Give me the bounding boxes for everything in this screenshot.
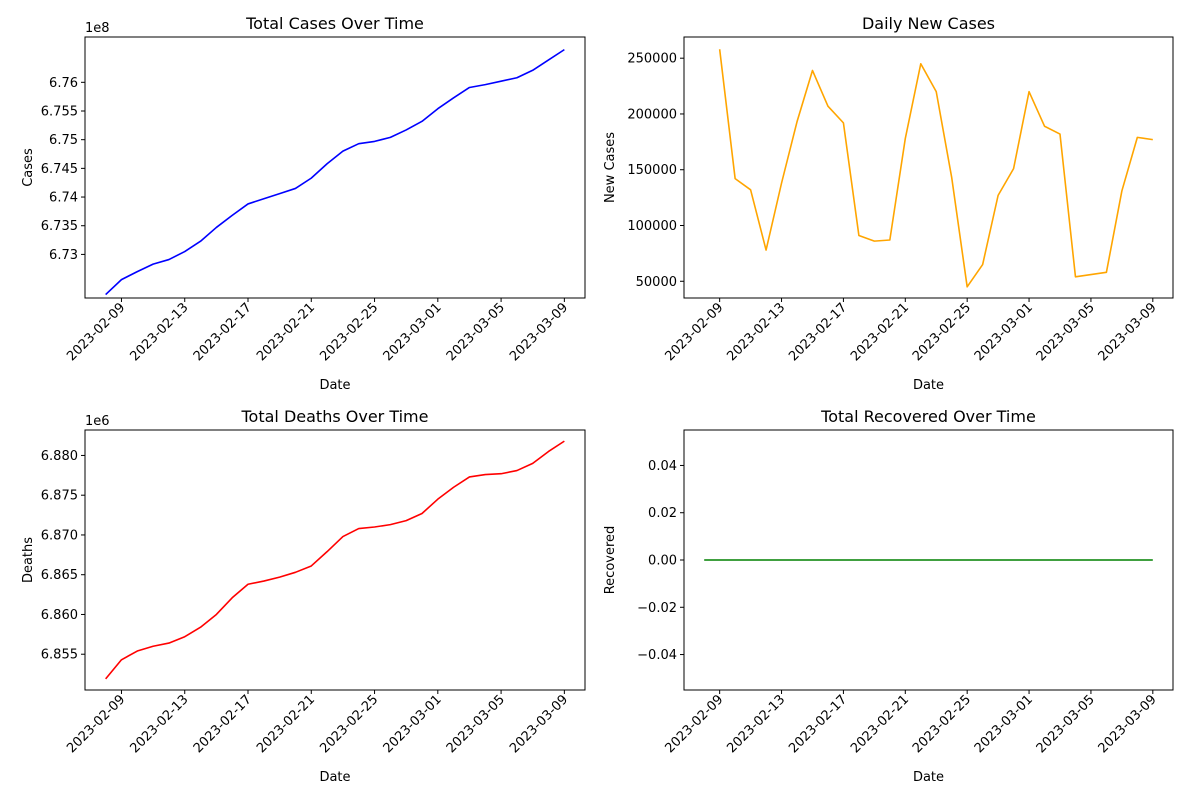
panel-daily_new_cases: Daily New Cases 50000 100000 150000 200000 25… <box>603 14 1173 393</box>
y-tick-label: 250000 <box>627 52 677 67</box>
x-tick-label: 2023-02-17 <box>191 692 255 756</box>
x-tick-label: 2023-02-09 <box>662 300 726 364</box>
y-tick-label: 6.875 <box>41 489 78 504</box>
x-tick-label: 2023-02-17 <box>786 692 850 756</box>
y-tick-label: 150000 <box>627 163 677 178</box>
x-tick-label: 2023-03-09 <box>1096 692 1160 756</box>
x-tick-label: 2023-03-01 <box>972 692 1036 756</box>
x-tick-label: 2023-03-09 <box>507 692 571 756</box>
x-tick-label: 2023-03-05 <box>444 692 508 756</box>
chart-title: Total Deaths Over Time <box>241 407 429 426</box>
x-tick-label: 2023-03-05 <box>1034 300 1098 364</box>
y-tick-label: 6.745 <box>41 162 78 177</box>
y-tick-label: 6.73 <box>49 248 78 263</box>
x-tick-label: 2023-02-09 <box>64 300 128 364</box>
y-tick-label: 6.74 <box>49 191 78 206</box>
y-tick-label: 100000 <box>627 219 677 234</box>
panel-total_recovered: Total Recovered Over Time −0.04 −0.02 0.00 0… <box>603 407 1173 785</box>
series-line <box>106 50 565 295</box>
x-axis-label: Date <box>319 378 350 393</box>
chart-title: Total Cases Over Time <box>245 14 424 33</box>
x-tick-label: 2023-02-21 <box>848 692 912 756</box>
x-tick-label: 2023-02-09 <box>662 692 726 756</box>
series-line <box>106 441 565 679</box>
y-axis-label: Recovered <box>603 526 618 595</box>
x-tick-label: 2023-02-13 <box>724 300 788 364</box>
y-tick-label: 6.75 <box>49 133 78 148</box>
x-tick-label: 2023-03-01 <box>381 692 445 756</box>
x-tick-label: 2023-02-25 <box>317 692 381 756</box>
x-tick-label: 2023-02-17 <box>786 300 850 364</box>
y-tick-label: 50000 <box>636 275 677 290</box>
x-tick-label: 2023-02-13 <box>128 692 192 756</box>
x-tick-label: 2023-03-01 <box>972 300 1036 364</box>
y-tick-label: 6.880 <box>41 449 78 464</box>
series-line <box>720 49 1153 287</box>
y-tick-label: 6.76 <box>49 76 78 91</box>
x-tick-label: 2023-02-25 <box>317 300 381 364</box>
chart-title: Daily New Cases <box>862 14 995 33</box>
axes-frame <box>85 430 585 690</box>
y-tick-label: 6.735 <box>41 219 78 234</box>
y-axis-label: New Cases <box>603 132 618 203</box>
panel-total_cases: Total Cases Over Time 6.73 6.735 6.74 6.745 6… <box>21 14 585 393</box>
x-tick-label: 2023-02-25 <box>910 300 974 364</box>
y-tick-label: −0.02 <box>637 601 677 616</box>
x-tick-label: 2023-03-05 <box>1034 692 1098 756</box>
y-offset-label: 1e6 <box>85 414 110 429</box>
y-axis-label: Deaths <box>21 537 36 583</box>
x-tick-label: 2023-02-25 <box>910 692 974 756</box>
x-tick-label: 2023-02-13 <box>128 300 192 364</box>
y-tick-label: 6.870 <box>41 528 78 543</box>
x-tick-label: 2023-03-05 <box>444 300 508 364</box>
y-tick-label: 6.860 <box>41 608 78 623</box>
y-tick-label: 6.865 <box>41 568 78 583</box>
y-tick-label: 0.02 <box>648 506 677 521</box>
y-tick-label: 0.04 <box>648 459 677 474</box>
x-axis-label: Date <box>913 378 944 393</box>
x-tick-label: 2023-02-17 <box>191 300 255 364</box>
x-tick-label: 2023-02-21 <box>254 692 318 756</box>
x-tick-label: 2023-02-13 <box>724 692 788 756</box>
x-axis-label: Date <box>913 770 944 785</box>
x-tick-label: 2023-03-09 <box>1096 300 1160 364</box>
panel-total_deaths: Total Deaths Over Time 6.855 6.860 6.865 6.8… <box>21 407 585 785</box>
y-tick-label: 6.755 <box>41 104 78 119</box>
x-tick-label: 2023-02-09 <box>64 692 128 756</box>
x-tick-label: 2023-03-09 <box>507 300 571 364</box>
y-tick-label: −0.04 <box>637 648 677 663</box>
axes-frame <box>85 37 585 298</box>
x-tick-label: 2023-03-01 <box>381 300 445 364</box>
chart-title: Total Recovered Over Time <box>820 407 1036 426</box>
x-axis-label: Date <box>319 770 350 785</box>
y-axis-label: Cases <box>21 148 36 187</box>
y-tick-label: 0.00 <box>648 554 677 569</box>
y-tick-label: 6.855 <box>41 648 78 663</box>
y-tick-label: 200000 <box>627 107 677 122</box>
y-offset-label: 1e8 <box>85 21 110 36</box>
x-tick-label: 2023-02-21 <box>254 300 318 364</box>
x-tick-label: 2023-02-21 <box>848 300 912 364</box>
